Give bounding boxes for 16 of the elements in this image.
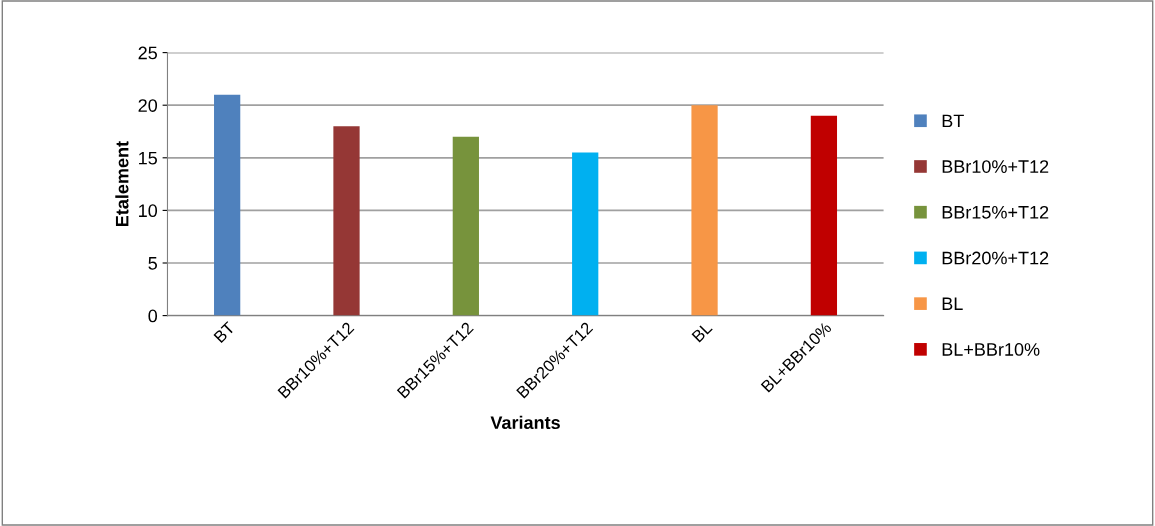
y-tick-label: 15 (139, 151, 157, 165)
legend-label: BBr15%+T12 (942, 205, 1049, 219)
legend-label: BL+BBr10% (942, 343, 1040, 356)
y-tick-label: 20 (138, 99, 158, 112)
y-tick-label: 25 (138, 46, 157, 60)
legend-label: BBr10%+T12 (942, 160, 1049, 173)
legend-label: BBr20%+T12 (942, 251, 1049, 265)
x-tick-label: BT (213, 321, 236, 344)
y-axis-title: Etalement (115, 141, 129, 227)
y-tick-label: 10 (139, 204, 158, 218)
legend-label: BL (942, 297, 963, 310)
x-tick-label: BL (691, 321, 713, 343)
x-axis-title: Variants (490, 415, 560, 430)
y-tick-label: 0 (148, 309, 158, 323)
legend-label: BT (942, 114, 964, 128)
y-tick-label: 5 (148, 257, 157, 270)
